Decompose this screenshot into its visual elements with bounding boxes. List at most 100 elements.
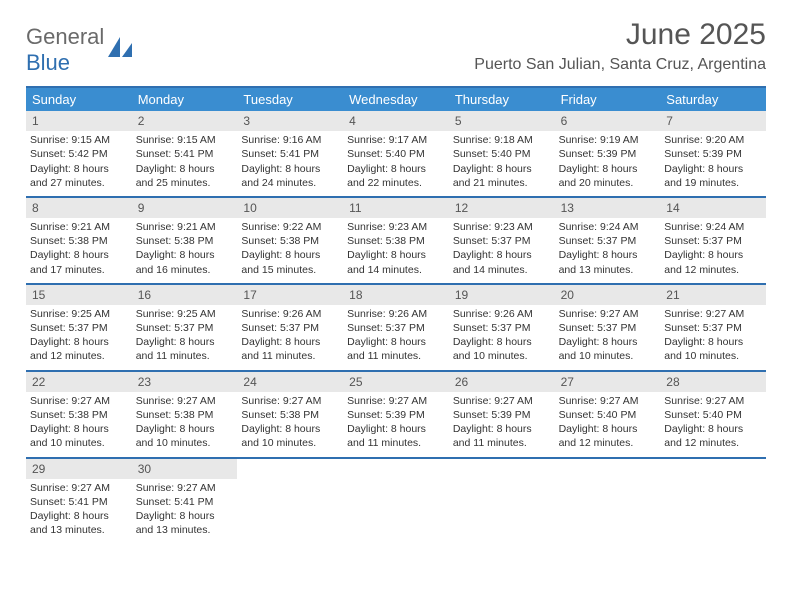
sunrise-text: Sunrise: 9:23 AM bbox=[453, 220, 551, 234]
daylight-text-2: and 11 minutes. bbox=[347, 349, 445, 363]
day-number: 17 bbox=[237, 285, 343, 305]
sunset-text: Sunset: 5:41 PM bbox=[136, 147, 234, 161]
sail-icon bbox=[106, 35, 134, 66]
daylight-text-2: and 11 minutes. bbox=[136, 349, 234, 363]
daylight-text-2: and 27 minutes. bbox=[30, 176, 128, 190]
sunrise-text: Sunrise: 9:26 AM bbox=[241, 307, 339, 321]
weeks-container: 1Sunrise: 9:15 AMSunset: 5:42 PMDaylight… bbox=[26, 111, 766, 543]
day-cell: 20Sunrise: 9:27 AMSunset: 5:37 PMDayligh… bbox=[555, 285, 661, 370]
sunset-text: Sunset: 5:38 PM bbox=[241, 234, 339, 248]
daylight-text-1: Daylight: 8 hours bbox=[559, 422, 657, 436]
daylight-text-1: Daylight: 8 hours bbox=[30, 335, 128, 349]
day-cell: 23 Sunrise: 9:27 AMSunset: 5:38 PMDayligh… bbox=[132, 372, 238, 457]
weekday-thu: Thursday bbox=[449, 88, 555, 111]
day-cell: 10Sunrise: 9:22 AMSunset: 5:38 PMDayligh… bbox=[237, 198, 343, 283]
day-cell: 24Sunrise: 9:27 AMSunset: 5:38 PMDayligh… bbox=[237, 372, 343, 457]
day-number: 7 bbox=[660, 111, 766, 131]
day-cell: 19Sunrise: 9:26 AMSunset: 5:37 PMDayligh… bbox=[449, 285, 555, 370]
sunrise-text: Sunrise: 9:25 AM bbox=[30, 307, 128, 321]
sunset-text: Sunset: 5:39 PM bbox=[453, 408, 551, 422]
daylight-text-1: Daylight: 8 hours bbox=[347, 335, 445, 349]
sunset-text: Sunset: 5:39 PM bbox=[347, 408, 445, 422]
day-number: 8 bbox=[26, 198, 132, 218]
day-number: 12 bbox=[449, 198, 555, 218]
sunrise-text: Sunrise: 9:27 AM bbox=[664, 307, 762, 321]
day-cell: 17Sunrise: 9:26 AMSunset: 5:37 PMDayligh… bbox=[237, 285, 343, 370]
sunrise-text: Sunrise: 9:21 AM bbox=[136, 220, 234, 234]
sunset-text: Sunset: 5:39 PM bbox=[664, 147, 762, 161]
day-number: 3 bbox=[237, 111, 343, 131]
sunrise-text: Sunrise: 9:27 AM bbox=[664, 394, 762, 408]
sunset-text: Sunset: 5:38 PM bbox=[30, 408, 128, 422]
day-cell: 27Sunrise: 9:27 AMSunset: 5:40 PMDayligh… bbox=[555, 372, 661, 457]
week-row: 22Sunrise: 9:27 AMSunset: 5:38 PMDayligh… bbox=[26, 372, 766, 459]
day-number: 26 bbox=[449, 372, 555, 392]
day-number: 15 bbox=[26, 285, 132, 305]
daylight-text-1: Daylight: 8 hours bbox=[664, 162, 762, 176]
daylight-text-2: and 16 minutes. bbox=[136, 263, 234, 277]
calendar-page: General Blue June 2025 Puerto San Julian… bbox=[0, 0, 792, 561]
day-number: 19 bbox=[449, 285, 555, 305]
sunrise-text: Sunrise: 9:27 AM bbox=[136, 481, 234, 495]
logo-text: General Blue bbox=[26, 24, 104, 76]
daylight-text-1: Daylight: 8 hours bbox=[559, 335, 657, 349]
daylight-text-2: and 14 minutes. bbox=[453, 263, 551, 277]
daylight-text-2: and 10 minutes. bbox=[453, 349, 551, 363]
day-number: 2 bbox=[132, 111, 238, 131]
daylight-text-2: and 11 minutes. bbox=[347, 436, 445, 450]
day-number: 30 bbox=[132, 459, 238, 479]
sunset-text: Sunset: 5:42 PM bbox=[30, 147, 128, 161]
sunset-text: Sunset: 5:37 PM bbox=[664, 234, 762, 248]
sunset-text: Sunset: 5:41 PM bbox=[30, 495, 128, 509]
day-cell: 30Sunrise: 9:27 AMSunset: 5:41 PMDayligh… bbox=[132, 459, 238, 544]
daylight-text-2: and 19 minutes. bbox=[664, 176, 762, 190]
sunset-text: Sunset: 5:37 PM bbox=[136, 321, 234, 335]
sunset-text: Sunset: 5:38 PM bbox=[136, 234, 234, 248]
sunset-text: Sunset: 5:38 PM bbox=[136, 408, 234, 422]
week-row: 1Sunrise: 9:15 AMSunset: 5:42 PMDaylight… bbox=[26, 111, 766, 198]
day-cell: 3Sunrise: 9:16 AMSunset: 5:41 PMDaylight… bbox=[237, 111, 343, 196]
sunrise-text: Sunrise: 9:26 AM bbox=[453, 307, 551, 321]
title-block: June 2025 Puerto San Julian, Santa Cruz,… bbox=[474, 18, 766, 74]
daylight-text-2: and 24 minutes. bbox=[241, 176, 339, 190]
day-cell: 28Sunrise: 9:27 AMSunset: 5:40 PMDayligh… bbox=[660, 372, 766, 457]
week-row: 15Sunrise: 9:25 AMSunset: 5:37 PMDayligh… bbox=[26, 285, 766, 372]
daylight-text-2: and 10 minutes. bbox=[664, 349, 762, 363]
weekday-wed: Wednesday bbox=[343, 88, 449, 111]
sunrise-text: Sunrise: 9:18 AM bbox=[453, 133, 551, 147]
day-cell: 11Sunrise: 9:23 AMSunset: 5:38 PMDayligh… bbox=[343, 198, 449, 283]
sunset-text: Sunset: 5:37 PM bbox=[559, 234, 657, 248]
weekday-fri: Friday bbox=[555, 88, 661, 111]
daylight-text-1: Daylight: 8 hours bbox=[30, 509, 128, 523]
day-cell: 1Sunrise: 9:15 AMSunset: 5:42 PMDaylight… bbox=[26, 111, 132, 196]
day-number: 6 bbox=[555, 111, 661, 131]
sunrise-text: Sunrise: 9:27 AM bbox=[136, 394, 234, 408]
day-number: 10 bbox=[237, 198, 343, 218]
sunset-text: Sunset: 5:37 PM bbox=[559, 321, 657, 335]
day-number: 24 bbox=[237, 372, 343, 392]
sunrise-text: Sunrise: 9:24 AM bbox=[559, 220, 657, 234]
sunrise-text: Sunrise: 9:21 AM bbox=[30, 220, 128, 234]
daylight-text-1: Daylight: 8 hours bbox=[30, 422, 128, 436]
daylight-text-1: Daylight: 8 hours bbox=[453, 422, 551, 436]
daylight-text-1: Daylight: 8 hours bbox=[136, 162, 234, 176]
sunset-text: Sunset: 5:39 PM bbox=[559, 147, 657, 161]
day-number: 23 bbox=[132, 372, 238, 392]
sunset-text: Sunset: 5:40 PM bbox=[559, 408, 657, 422]
daylight-text-1: Daylight: 8 hours bbox=[241, 162, 339, 176]
day-cell: 2 Sunrise: 9:15 AMSunset: 5:41 PMDaylight… bbox=[132, 111, 238, 196]
daylight-text-1: Daylight: 8 hours bbox=[664, 335, 762, 349]
day-number: 9 bbox=[132, 198, 238, 218]
day-number: 13 bbox=[555, 198, 661, 218]
sunset-text: Sunset: 5:37 PM bbox=[347, 321, 445, 335]
daylight-text-1: Daylight: 8 hours bbox=[136, 248, 234, 262]
daylight-text-1: Daylight: 8 hours bbox=[347, 248, 445, 262]
daylight-text-1: Daylight: 8 hours bbox=[136, 422, 234, 436]
logo-word-2: Blue bbox=[26, 50, 70, 75]
sunrise-text: Sunrise: 9:15 AM bbox=[136, 133, 234, 147]
day-cell: 13Sunrise: 9:24 AMSunset: 5:37 PMDayligh… bbox=[555, 198, 661, 283]
weekday-sat: Saturday bbox=[660, 88, 766, 111]
sunset-text: Sunset: 5:38 PM bbox=[30, 234, 128, 248]
sunset-text: Sunset: 5:40 PM bbox=[453, 147, 551, 161]
sunrise-text: Sunrise: 9:20 AM bbox=[664, 133, 762, 147]
